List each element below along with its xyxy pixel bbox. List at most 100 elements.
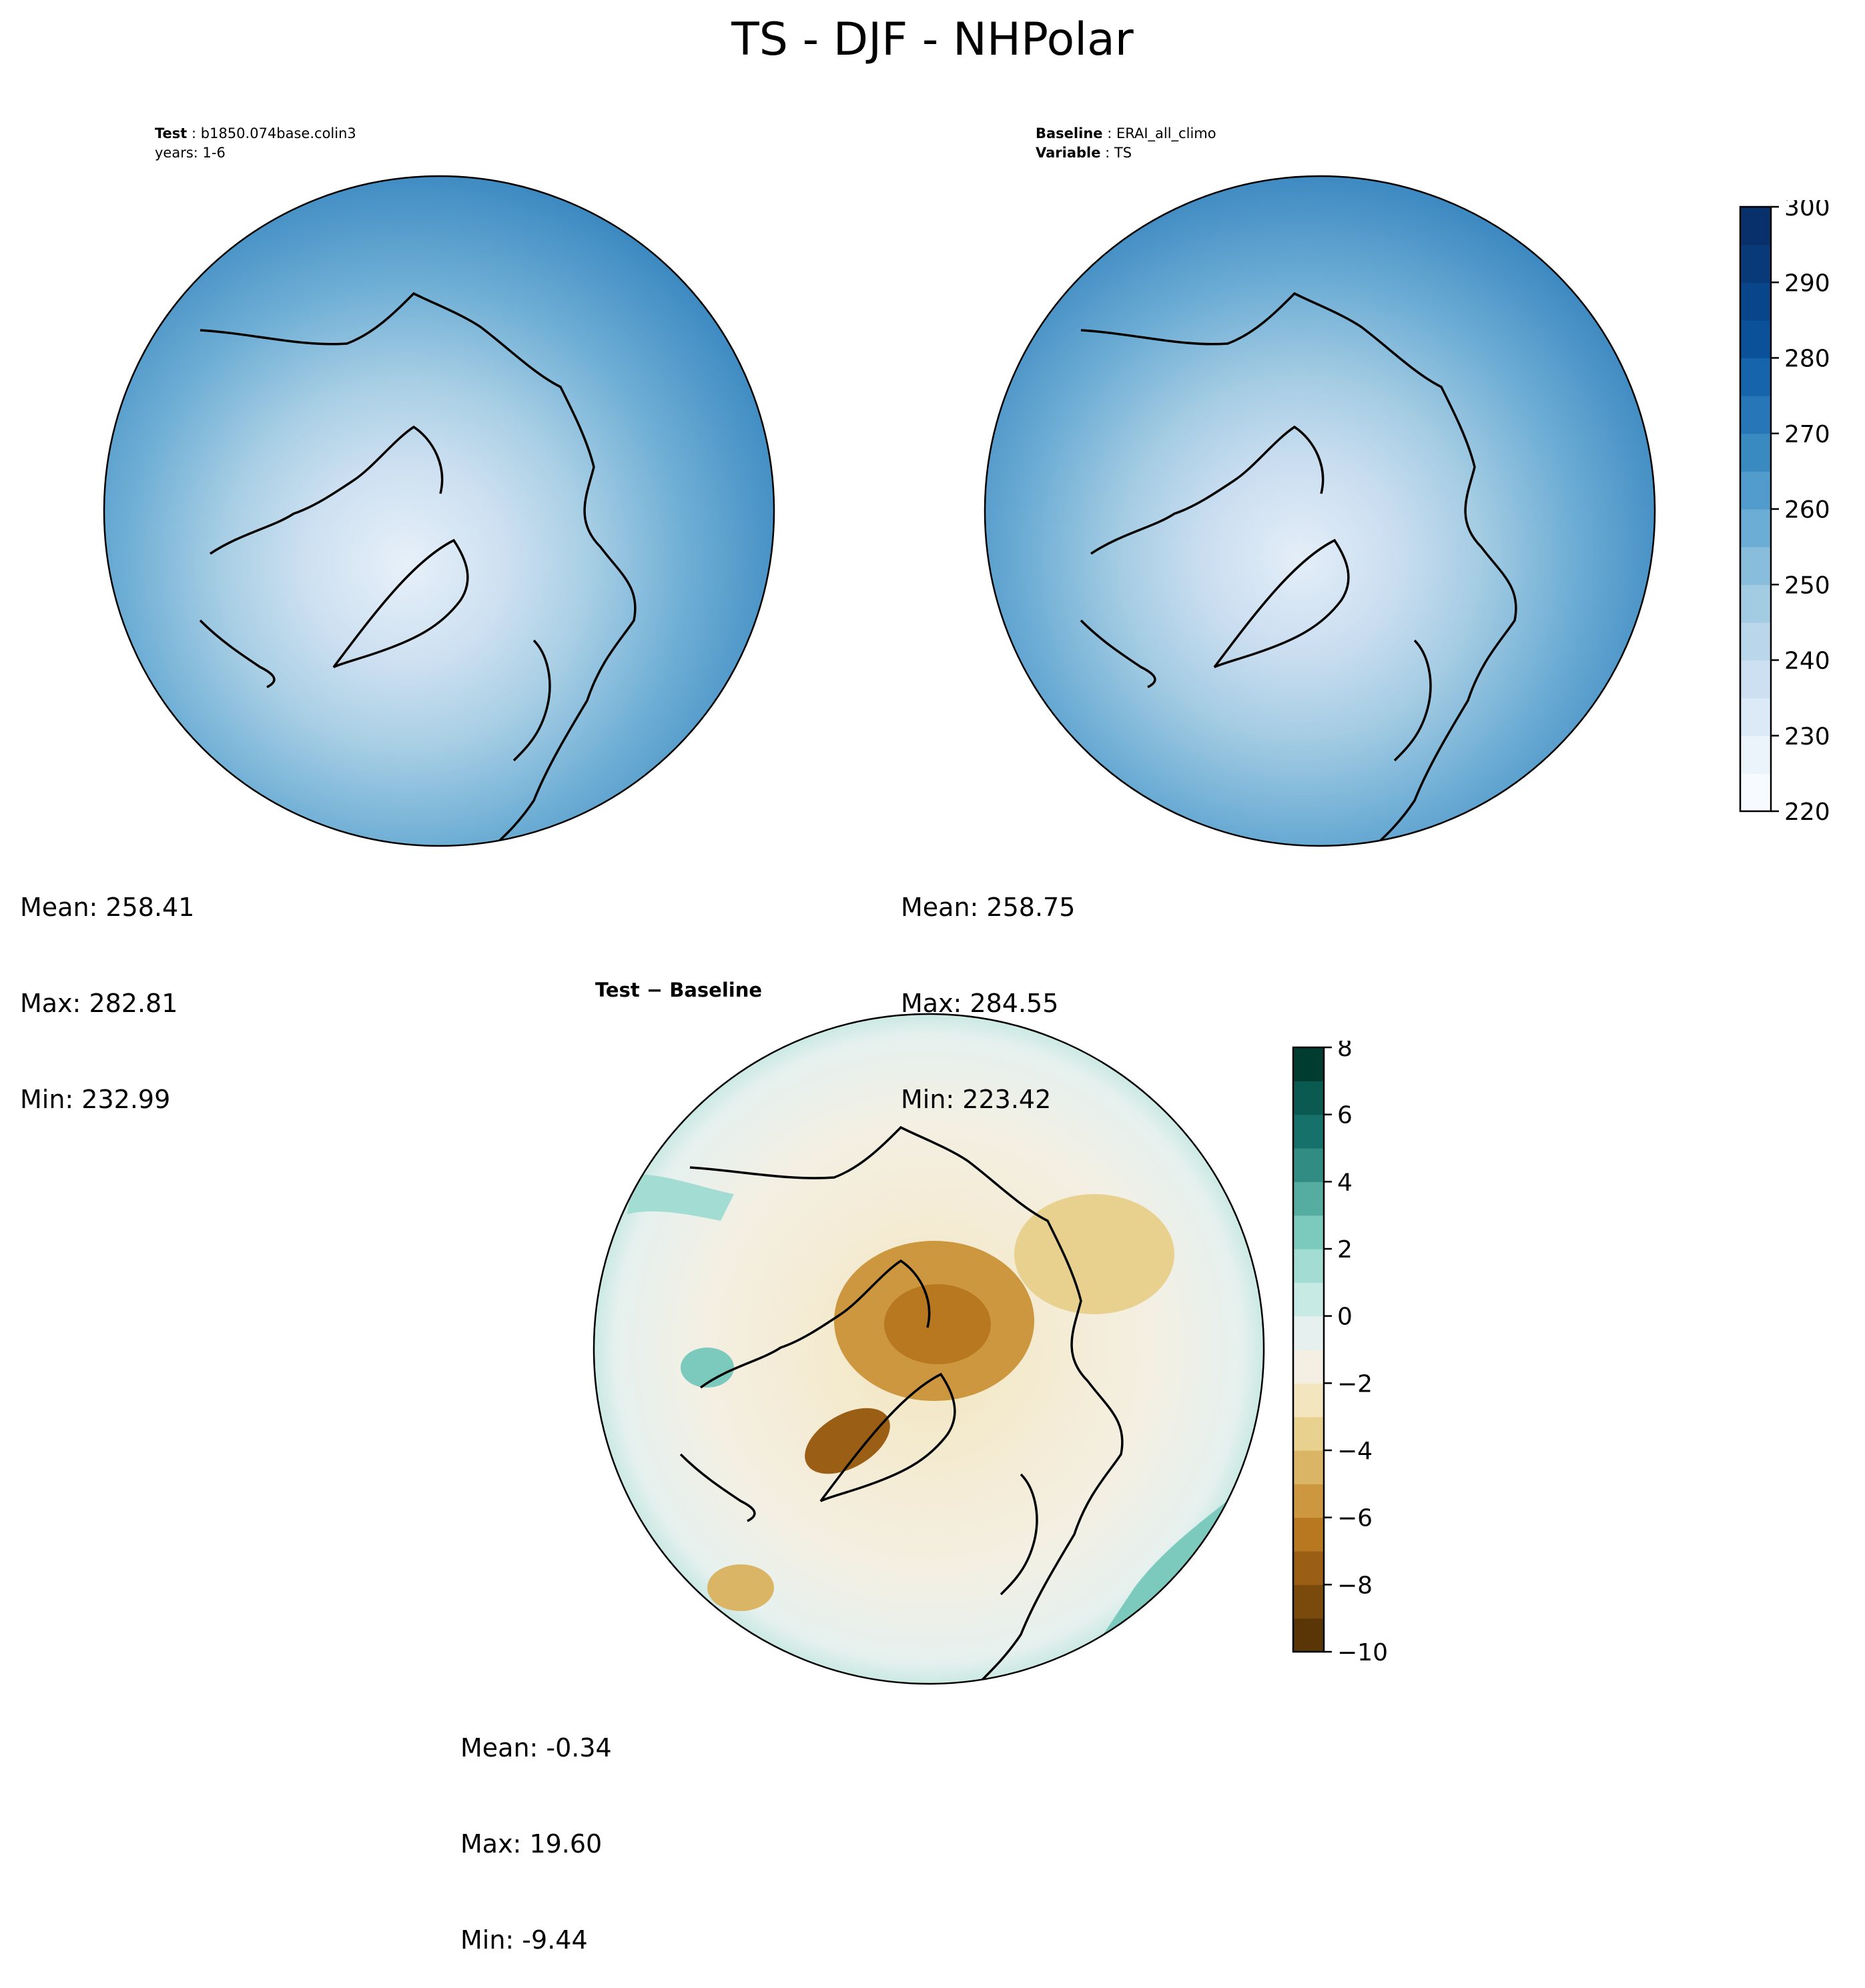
difference-colorbar-segment <box>1293 1551 1324 1585</box>
test-panel-header: Test : b1850.074base.colin3 years: 1-6 <box>155 124 356 163</box>
difference-min: Min: -9.44 <box>460 1925 588 1955</box>
temperature-colorbar-segment <box>1740 282 1771 321</box>
temperature-colorbar-tick-label: 240 <box>1784 648 1830 675</box>
difference-colorbar-segment <box>1293 1450 1324 1484</box>
test-case-name: b1850.074base.colin3 <box>200 125 356 141</box>
temperature-colorbar-segment <box>1740 358 1771 396</box>
baseline-label: Baseline <box>1036 125 1103 141</box>
difference-colorbar-segment <box>1293 1416 1324 1451</box>
difference-map-eurasia-coast <box>689 1125 1124 1682</box>
difference-colorbar-segment <box>1293 1249 1324 1283</box>
difference-colorbar-segment <box>1293 1282 1324 1317</box>
difference-colorbar-segment <box>1293 1350 1324 1384</box>
difference-colorbar-segment <box>1293 1181 1324 1216</box>
difference-colorbar-tick-label: 2 <box>1337 1236 1353 1264</box>
temperature-colorbar-tick-label: 260 <box>1784 496 1830 524</box>
baseline-min: Min: 223.42 <box>901 1085 1052 1114</box>
difference-colorbar-tick-label: −10 <box>1337 1639 1388 1666</box>
baseline-map-alaska <box>1080 619 1156 688</box>
variable-label: Variable <box>1036 145 1101 161</box>
temperature-colorbar-tick-label: 280 <box>1784 346 1830 373</box>
test-years: years: 1-6 <box>155 145 226 161</box>
difference-map-pacific-anomaly <box>707 1564 774 1611</box>
temperature-colorbar-segment <box>1740 622 1771 661</box>
difference-mean: Mean: -0.34 <box>460 1733 612 1763</box>
difference-colorbar-segment <box>1293 1114 1324 1149</box>
difference-map <box>593 1013 1265 1685</box>
difference-colorbar-segment <box>1293 1148 1324 1182</box>
test-map-eurasia-coast <box>200 292 637 846</box>
test-map-alaska <box>199 619 276 688</box>
baseline-panel-header: Baseline : ERAI_all_climo Variable : TS <box>1036 125 1216 161</box>
difference-colorbar-segment <box>1293 1517 1324 1552</box>
temperature-colorbar-segment <box>1740 584 1771 623</box>
temperature-colorbar-segment <box>1740 698 1771 736</box>
difference-colorbar-segment <box>1293 1584 1324 1619</box>
temperature-colorbar-segment <box>1740 546 1771 585</box>
baseline-map-eurasia-coast <box>1080 292 1517 846</box>
difference-colorbar-segment <box>1293 1484 1324 1518</box>
difference-colorbar-tick-label: 8 <box>1337 1041 1353 1062</box>
difference-colorbar-tick-label: 4 <box>1337 1169 1353 1196</box>
baseline-max: Max: 284.55 <box>901 989 1059 1018</box>
difference-colorbar: −10 −8 −6 −4 −2 0 2 4 6 8 <box>1292 1041 1388 1666</box>
temperature-colorbar-segment <box>1740 471 1771 510</box>
test-mean: Mean: 258.41 <box>20 893 195 922</box>
test-stats: Mean: 258.41 Max: 282.81 Min: 232.99 <box>20 827 194 1147</box>
temperature-colorbar-segment <box>1740 660 1771 698</box>
difference-colorbar-tick-label: −6 <box>1337 1505 1373 1532</box>
figure-title: TS - DJF - NHPolar <box>731 13 1134 66</box>
test-label: Test <box>155 125 188 141</box>
test-map-scandinavia <box>512 639 551 762</box>
baseline-map-greenland <box>1213 538 1350 668</box>
temperature-colorbar-tick-label: 300 <box>1784 200 1830 221</box>
test-map-canada-coast <box>210 425 444 555</box>
difference-colorbar-tick-label: 6 <box>1337 1102 1353 1129</box>
baseline-mean: Mean: 258.75 <box>901 893 1076 922</box>
baseline-case-name: ERAI_all_climo <box>1116 125 1216 141</box>
test-max: Max: 282.81 <box>20 989 178 1018</box>
difference-stats: Mean: -0.34 Max: 19.60 Min: -9.44 <box>460 1668 612 1988</box>
difference-colorbar-segment <box>1293 1383 1324 1418</box>
difference-colorbar-tick-label: 0 <box>1337 1304 1353 1331</box>
difference-colorbar-tick-label: −8 <box>1337 1572 1373 1599</box>
temperature-colorbar-segment <box>1740 320 1771 359</box>
difference-colorbar-segment <box>1293 1618 1324 1652</box>
temperature-colorbar-segment <box>1740 207 1771 245</box>
temperature-colorbar-tick-label: 270 <box>1784 421 1830 448</box>
variable-name: TS <box>1114 145 1132 161</box>
test-map-greenland <box>332 538 469 668</box>
temperature-colorbar: 220230240250260270280290300310 <box>1739 200 1830 826</box>
difference-map-greenland <box>819 1372 956 1502</box>
baseline-map <box>984 175 1656 847</box>
difference-map-greenland-anomaly <box>805 1408 890 1474</box>
difference-colorbar-segment <box>1293 1047 1324 1081</box>
temperature-colorbar-segment <box>1740 244 1771 283</box>
test-map <box>103 175 775 847</box>
difference-panel-title: Test − Baseline <box>595 979 763 1001</box>
temperature-colorbar-segment <box>1740 396 1771 434</box>
difference-colorbar-tick-label: −4 <box>1337 1438 1373 1465</box>
difference-map-scandinavia <box>1000 1473 1038 1596</box>
difference-map-north-atlantic-anomaly <box>627 1174 734 1221</box>
difference-map-arctic-ocean-anomaly-inner <box>884 1284 991 1364</box>
difference-max: Max: 19.60 <box>460 1829 603 1859</box>
temperature-colorbar-tick-label: 250 <box>1784 572 1830 599</box>
temperature-colorbar-tick-label: 230 <box>1784 723 1830 751</box>
difference-colorbar-segment <box>1293 1081 1324 1115</box>
baseline-stats: Mean: 258.75 Max: 284.55 Min: 223.42 <box>901 827 1075 1147</box>
temperature-colorbar-segment <box>1740 433 1771 472</box>
difference-colorbar-frame <box>1292 1046 1325 1653</box>
difference-map-canada-coast <box>699 1259 931 1389</box>
difference-colorbar-tick-label: −2 <box>1337 1370 1373 1398</box>
temperature-colorbar-segment <box>1740 509 1771 548</box>
temperature-colorbar-segment <box>1740 773 1771 812</box>
difference-map-siberia-anomaly <box>1014 1194 1174 1314</box>
difference-colorbar-segment <box>1293 1215 1324 1250</box>
temperature-colorbar-tick-label: 220 <box>1784 799 1830 826</box>
baseline-map-canada-coast <box>1090 425 1325 555</box>
temperature-colorbar-tick-label: 290 <box>1784 270 1830 297</box>
difference-map-alaska <box>679 1453 756 1522</box>
difference-colorbar-segment <box>1293 1316 1324 1350</box>
difference-map-canada-anomaly <box>681 1348 734 1388</box>
